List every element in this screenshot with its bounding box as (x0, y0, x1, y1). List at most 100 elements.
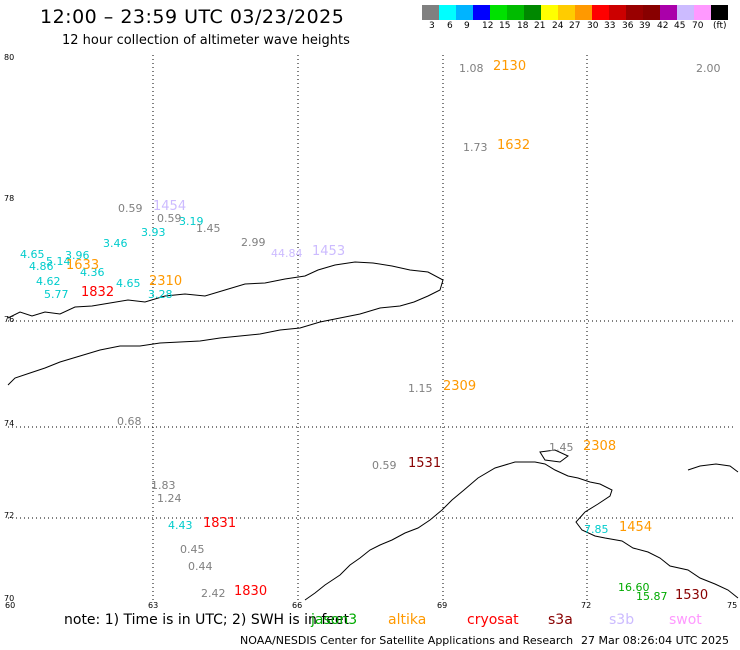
units-note: note: 1) Time is in UTC; 2) SWH is in fe… (64, 612, 350, 628)
pass-time-value: 1454 (153, 199, 187, 214)
pass-time-value: 1454 (619, 520, 653, 535)
satellite-legend-altika: altika (388, 612, 427, 628)
wave-height-value: 2.99 (241, 236, 266, 249)
wave-height-value: 4.86 (29, 260, 54, 273)
wave-height-value: 2.00 (696, 62, 721, 75)
wave-height-value: 4.65 (20, 248, 45, 261)
color-legend-label: 27 (569, 21, 581, 31)
wave-height-value: 1.45 (549, 441, 574, 454)
wave-height-value: 5.77 (44, 288, 69, 301)
wave-height-value: 1.24 (157, 492, 182, 505)
wave-height-value: 1.83 (151, 479, 176, 492)
color-swatch-13 (643, 5, 660, 20)
wave-height-value: 1.15 (408, 382, 433, 395)
color-swatch-17 (711, 5, 728, 20)
longitude-tick-label: 66 (292, 601, 303, 610)
color-legend-label: 21 (534, 21, 546, 31)
wave-height-value: 3.46 (103, 237, 128, 250)
wave-height-value: 16.60 (618, 581, 650, 594)
color-legend-label: 12 (482, 21, 494, 31)
color-swatch-11 (609, 5, 626, 20)
color-swatch-16 (694, 5, 711, 20)
color-swatch-3 (473, 5, 490, 20)
wave-height-value: 3.28 (148, 288, 173, 301)
latitude-tick-label: 72 (4, 511, 15, 520)
color-swatch-1 (439, 5, 456, 20)
wave-height-value: 1.08 (459, 62, 484, 75)
wave-height-value: 4.43 (168, 519, 193, 532)
color-legend-label: 6 (447, 21, 453, 31)
pass-time-value: 1633 (66, 258, 100, 273)
wave-height-value: 0.44 (188, 560, 213, 573)
satellite-legend-s3a: s3a (548, 612, 573, 628)
longitude-tick-label: 75 (727, 601, 738, 610)
wave-height-value: 7.85 (584, 523, 609, 536)
color-swatch-7 (541, 5, 558, 20)
pass-time-value: 1530 (675, 588, 709, 603)
color-swatch-5 (507, 5, 524, 20)
coastline (7, 261, 739, 601)
satellite-legend-cryosat: cryosat (467, 612, 519, 628)
latitude-tick-label: 78 (4, 194, 15, 203)
color-legend-label: 15 (499, 21, 511, 31)
color-swatch-15 (677, 5, 694, 20)
color-legend-unit: (ft) (713, 21, 727, 31)
wave-height-value: 4.65 (116, 277, 141, 290)
pass-time-value: 1453 (312, 244, 346, 259)
color-swatch-6 (524, 5, 541, 20)
latitude-tick-label: 74 (4, 419, 15, 428)
longitude-tick-label: 69 (437, 601, 448, 610)
map-subtitle: 12 hour collection of altimeter wave hei… (62, 33, 350, 48)
color-legend-label: 45 (674, 21, 686, 31)
longitude-tick-label: 63 (148, 601, 159, 610)
coastline-far-east-coast (687, 463, 739, 473)
latitude-tick-label: 80 (4, 53, 15, 62)
wave-height-value: 4.36 (80, 266, 105, 279)
pass-time-value: 1632 (497, 138, 531, 153)
color-swatch-9 (575, 5, 592, 20)
map-title: 12:00 – 23:59 UTC 03/23/2025 (40, 6, 345, 28)
wave-height-value: 0.45 (180, 543, 205, 556)
color-legend-label: 30 (587, 21, 599, 31)
color-swatch-10 (592, 5, 609, 20)
satellite-legend-s3b: s3b (609, 612, 635, 628)
pass-time-value: 2310 (149, 274, 183, 289)
footer-timestamp: 27 Mar 08:26:04 UTC 2025 (581, 634, 729, 647)
wave-height-value: 0.68 (117, 415, 142, 428)
wave-height-value: 15.87 (636, 590, 668, 603)
color-swatch-0 (422, 5, 439, 20)
wave-height-value: 5.14 (46, 255, 71, 268)
color-legend-label: 36 (622, 21, 634, 31)
wave-height-value: 2.42 (201, 587, 226, 600)
color-legend-label: 3 (429, 21, 435, 31)
wave-height-value: 1.45 (196, 222, 221, 235)
color-legend-bar (422, 5, 728, 20)
color-swatch-8 (558, 5, 575, 20)
wave-height-value: 3.96 (65, 249, 90, 262)
color-legend-label: 24 (552, 21, 564, 31)
pass-time-value: 2309 (443, 379, 477, 394)
wave-height-value: 3.19 (179, 215, 204, 228)
coastline-northern-island (7, 261, 444, 386)
color-legend-label: 18 (517, 21, 529, 31)
satellite-legend-swot: swot (669, 612, 702, 628)
wave-height-value: 0.59 (372, 459, 397, 472)
pass-time-value: 2130 (493, 59, 527, 74)
pass-time-value: 1831 (203, 516, 237, 531)
coastline-ice-blob (539, 449, 569, 463)
color-swatch-12 (626, 5, 643, 20)
wave-height-value: 0.59 (157, 212, 182, 225)
satellite-legend-jason3: jason3 (311, 612, 358, 628)
pass-time-value: 1531 (408, 456, 442, 471)
wave-height-value: 3.93 (141, 226, 166, 239)
pass-time-value: 2308 (583, 439, 617, 454)
wave-height-value: 44.84 (271, 247, 303, 260)
color-legend-label: 33 (604, 21, 616, 31)
color-legend-label: 39 (639, 21, 651, 31)
longitude-tick-label: 72 (581, 601, 592, 610)
color-swatch-14 (660, 5, 677, 20)
wave-height-value: 4.62 (36, 275, 61, 288)
pass-time-value: 1830 (234, 584, 268, 599)
color-legend-label: 70 (692, 21, 704, 31)
